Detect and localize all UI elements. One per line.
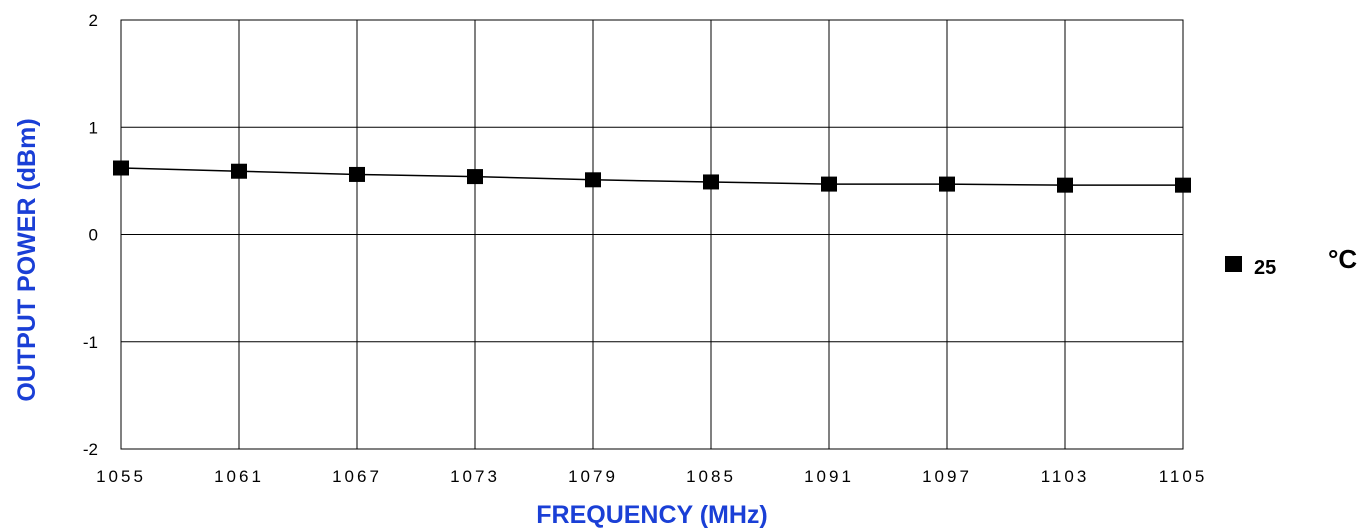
- x-tick-label: 1061: [214, 467, 264, 486]
- data-point-marker: [939, 176, 955, 192]
- x-axis-title: FREQUENCY (MHz): [536, 501, 767, 529]
- data-point-marker: [467, 169, 483, 185]
- x-tick-label: 1079: [568, 467, 618, 486]
- data-point-marker: [703, 174, 719, 190]
- data-point-marker: [231, 163, 247, 179]
- y-tick-label: -1: [83, 333, 98, 352]
- y-axis-ticks: 2 1 0 -1 -2: [83, 11, 98, 459]
- data-point-marker: [1057, 177, 1073, 193]
- data-point-marker: [1175, 177, 1191, 193]
- legend-label: 25: [1254, 257, 1276, 279]
- data-point-marker: [349, 166, 365, 182]
- x-tick-label: 1073: [450, 467, 500, 486]
- data-point-marker: [585, 172, 601, 188]
- legend: 25 °C: [1225, 244, 1357, 279]
- x-tick-label: 1103: [1041, 467, 1090, 486]
- x-axis-ticks: 1055 1061 1067 1073 1079 1085 1091 1097 1103 1105: [96, 467, 1208, 486]
- y-axis-title: OUTPUT POWER (dBm): [13, 118, 41, 401]
- x-tick-label: 1097: [922, 467, 972, 486]
- legend-unit: °C: [1328, 244, 1357, 274]
- x-tick-label: 1067: [332, 467, 382, 486]
- x-tick-label: 1055: [96, 467, 146, 486]
- data-point-marker: [821, 176, 837, 192]
- y-tick-label: 2: [89, 11, 98, 30]
- series-line: [120, 167, 1183, 186]
- grid-lines: [121, 20, 1183, 449]
- y-tick-label: -2: [83, 440, 98, 459]
- x-tick-label: 1085: [686, 467, 736, 486]
- y-tick-label: 0: [89, 226, 98, 245]
- data-point-marker: [113, 160, 129, 176]
- legend-marker: [1225, 256, 1242, 272]
- x-tick-label: 1091: [804, 467, 854, 486]
- y-tick-label: 1: [89, 118, 98, 137]
- x-tick-label: 1105: [1159, 467, 1208, 486]
- plot-area-frame: [120, 19, 1184, 450]
- series-layer: [113, 160, 1191, 193]
